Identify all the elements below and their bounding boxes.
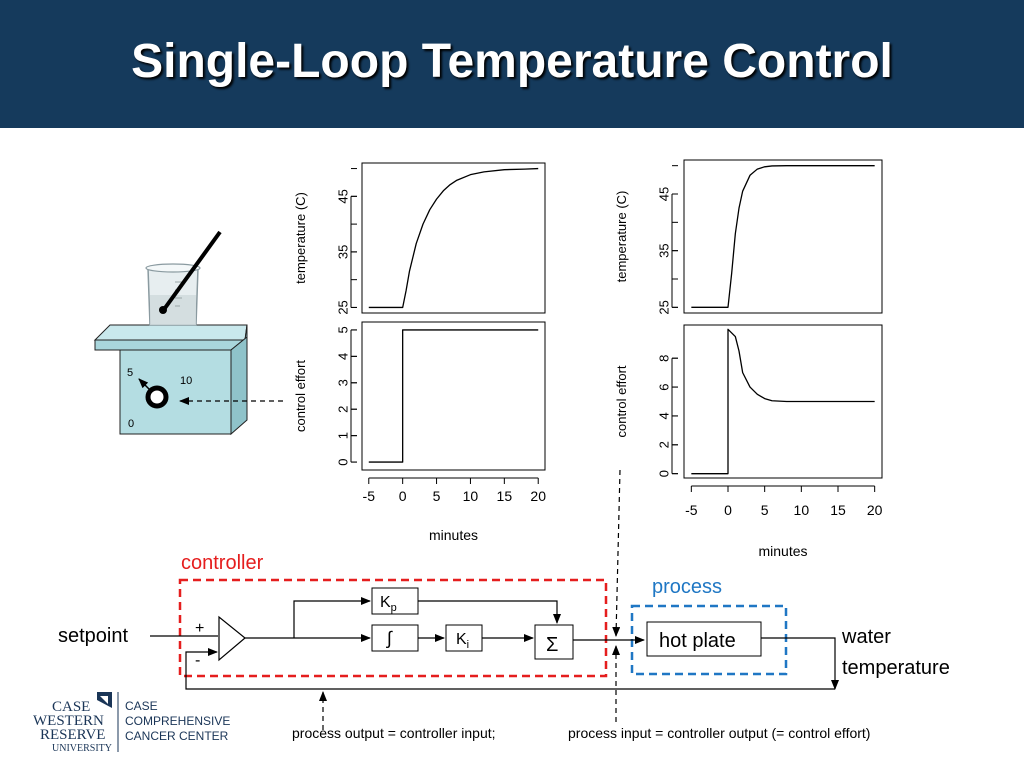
x-tick-label: 20	[867, 502, 883, 518]
y-axis-label: temperature (C)	[614, 191, 629, 283]
feedback-line	[185, 648, 835, 690]
output-label-line1: water	[841, 626, 891, 648]
x-tick-label: 10	[463, 488, 479, 504]
y-tick-label: 8	[657, 355, 672, 362]
minus-sign: -	[195, 652, 200, 669]
ki-label: Ki	[456, 631, 469, 651]
hotplate-side	[230, 335, 248, 436]
control-effort-pointer	[612, 469, 621, 637]
dial-label-0: 0	[128, 418, 134, 430]
sum-block	[534, 624, 574, 660]
y-tick-label: 1	[336, 432, 351, 439]
x-tick-label: 10	[794, 502, 810, 518]
setpoint-label: setpoint	[58, 625, 128, 647]
integral-block	[371, 624, 419, 652]
hot-plate-label: hot plate	[659, 630, 736, 652]
comparator-triangle	[218, 615, 246, 662]
dial-label-10: 10	[180, 375, 192, 387]
chart-right-bottom: 0 2 4 6 8 control effort -5 0 5 10 15 20 minutes	[614, 324, 883, 559]
plus-sign: +	[195, 620, 204, 637]
output-label-line2: temperature	[842, 657, 950, 679]
center-line-1: CASE	[125, 699, 158, 713]
cwru-logo: CASE WESTERN RESERVE UNIVERSITY CASE COM…	[33, 692, 230, 754]
ki-block	[445, 624, 483, 652]
controller-label: controller	[181, 552, 264, 574]
y-axis-label: temperature (C)	[293, 192, 308, 284]
chart-left-bottom: 0 1 2 3 4 5 control effort -5 0 5 10 15 20 minutes	[293, 321, 546, 543]
series-line	[368, 167, 539, 309]
y-tick-label: 25	[336, 300, 351, 314]
x-tick-label: 0	[399, 488, 407, 504]
thermometer-probe	[163, 230, 222, 310]
heater-dial-icon[interactable]	[138, 378, 169, 409]
logo-line-4: UNIVERSITY	[52, 743, 112, 754]
y-tick-label: 2	[336, 406, 351, 413]
plot-frame	[683, 324, 883, 479]
hotplate-front	[119, 349, 232, 435]
block-diagram: controller process setpoint + - Kp ∫ Ki …	[58, 469, 950, 741]
logo-line-1: CASE	[52, 699, 90, 715]
kp-label: Kp	[380, 594, 397, 614]
y-tick-label: 35	[657, 243, 672, 257]
kp-block	[371, 587, 419, 615]
y-tick-label: 4	[657, 412, 672, 419]
y-tick-label: 45	[657, 187, 672, 201]
y-tick-label: 0	[657, 470, 672, 477]
center-line-3: CANCER CENTER	[125, 729, 229, 743]
error-to-kp-line	[293, 597, 371, 638]
y-axis-label: control effort	[293, 360, 308, 432]
y-tick-label: 25	[657, 300, 672, 314]
y-tick-label: 2	[657, 441, 672, 448]
x-axis-label: minutes	[429, 527, 478, 543]
output-line	[761, 637, 839, 690]
y-tick-label: 3	[336, 379, 351, 386]
logo-line-3: RESERVE	[40, 727, 105, 743]
plot-frame	[683, 159, 883, 314]
logo-line-2: WESTERN	[33, 713, 104, 729]
x-tick-label: 15	[497, 488, 513, 504]
y-tick-label: 45	[336, 189, 351, 203]
y-tick-label: 6	[657, 383, 672, 390]
x-axis-label: minutes	[758, 543, 807, 559]
integral-symbol: ∫	[385, 628, 393, 648]
x-tick-label: -5	[685, 502, 698, 518]
y-tick-label: 5	[336, 326, 351, 333]
series-line	[691, 165, 875, 308]
y-axis-label: control effort	[614, 365, 629, 437]
plot-frame	[361, 321, 546, 471]
x-tick-label: 20	[530, 488, 546, 504]
plot-frame	[361, 162, 546, 314]
y-tick-label: 35	[336, 245, 351, 259]
x-tick-label: -5	[363, 488, 376, 504]
series-line	[691, 328, 875, 475]
chart-left-top: 25 35 45 temperature (C)	[293, 162, 546, 315]
series-line	[368, 329, 539, 463]
y-tick-label: 0	[336, 458, 351, 465]
x-tick-label: 5	[761, 502, 769, 518]
kp-to-sum-line	[418, 600, 561, 624]
logo-mark-icon	[97, 692, 112, 708]
page-title: Single-Loop Temperature Control	[131, 35, 893, 88]
title-bar: Single-Loop Temperature Control	[0, 0, 1024, 128]
note-process-output: process output = controller input;	[292, 725, 496, 741]
hotplate-illustration: 5 10 0	[93, 230, 283, 436]
x-tick-label: 15	[830, 502, 846, 518]
note-process-input: process input = controller output (= con…	[568, 725, 870, 741]
controller-box	[178, 578, 608, 678]
x-tick-label: 5	[433, 488, 441, 504]
center-line-2: COMPREHENSIVE	[125, 714, 230, 728]
process-label: process	[652, 576, 722, 598]
x-tick-label: 0	[724, 502, 732, 518]
dial-label-5: 5	[127, 367, 133, 379]
y-tick-label: 4	[336, 353, 351, 360]
hot-plate-block	[646, 621, 762, 657]
chart-right-top: 25 35 45 temperature (C)	[614, 159, 883, 315]
sum-symbol: Σ	[546, 634, 558, 656]
